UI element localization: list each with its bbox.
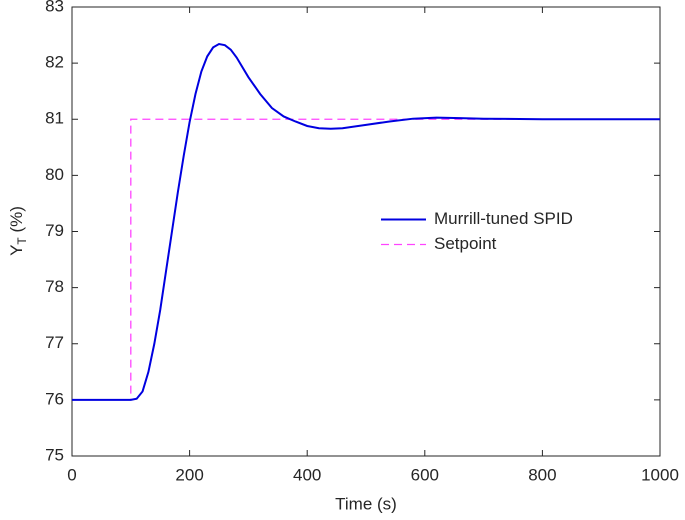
y-tick-label: 75	[45, 445, 64, 464]
y-label-sub: T	[15, 237, 29, 245]
x-tick-label: 0	[67, 465, 76, 484]
legend-label: Murrill-tuned SPID	[434, 209, 573, 228]
legend-label: Setpoint	[434, 234, 497, 253]
y-label-base: Y	[7, 245, 26, 256]
series-line	[72, 118, 660, 401]
series-line	[72, 42, 660, 401]
x-tick-label: 400	[293, 465, 321, 484]
y-tick-label: 83	[45, 0, 64, 15]
y-tick-label: 76	[45, 389, 64, 408]
x-tick-label: 200	[175, 465, 203, 484]
y-tick-label: 79	[45, 221, 64, 240]
x-axis-label: Time (s)	[335, 494, 397, 513]
y-axis-label: YT (%)	[7, 206, 29, 256]
x-tick-label: 800	[528, 465, 556, 484]
x-tick-label: 1000	[641, 465, 679, 484]
y-label-rest: (%)	[7, 206, 26, 237]
y-tick-label: 80	[45, 165, 64, 184]
y-tick-label: 82	[45, 53, 64, 72]
y-tick-label: 78	[45, 277, 64, 296]
y-tick-label: 81	[45, 109, 64, 128]
x-tick-label: 600	[411, 465, 439, 484]
plot-frame	[71, 6, 661, 457]
y-tick-label: 77	[45, 333, 64, 352]
